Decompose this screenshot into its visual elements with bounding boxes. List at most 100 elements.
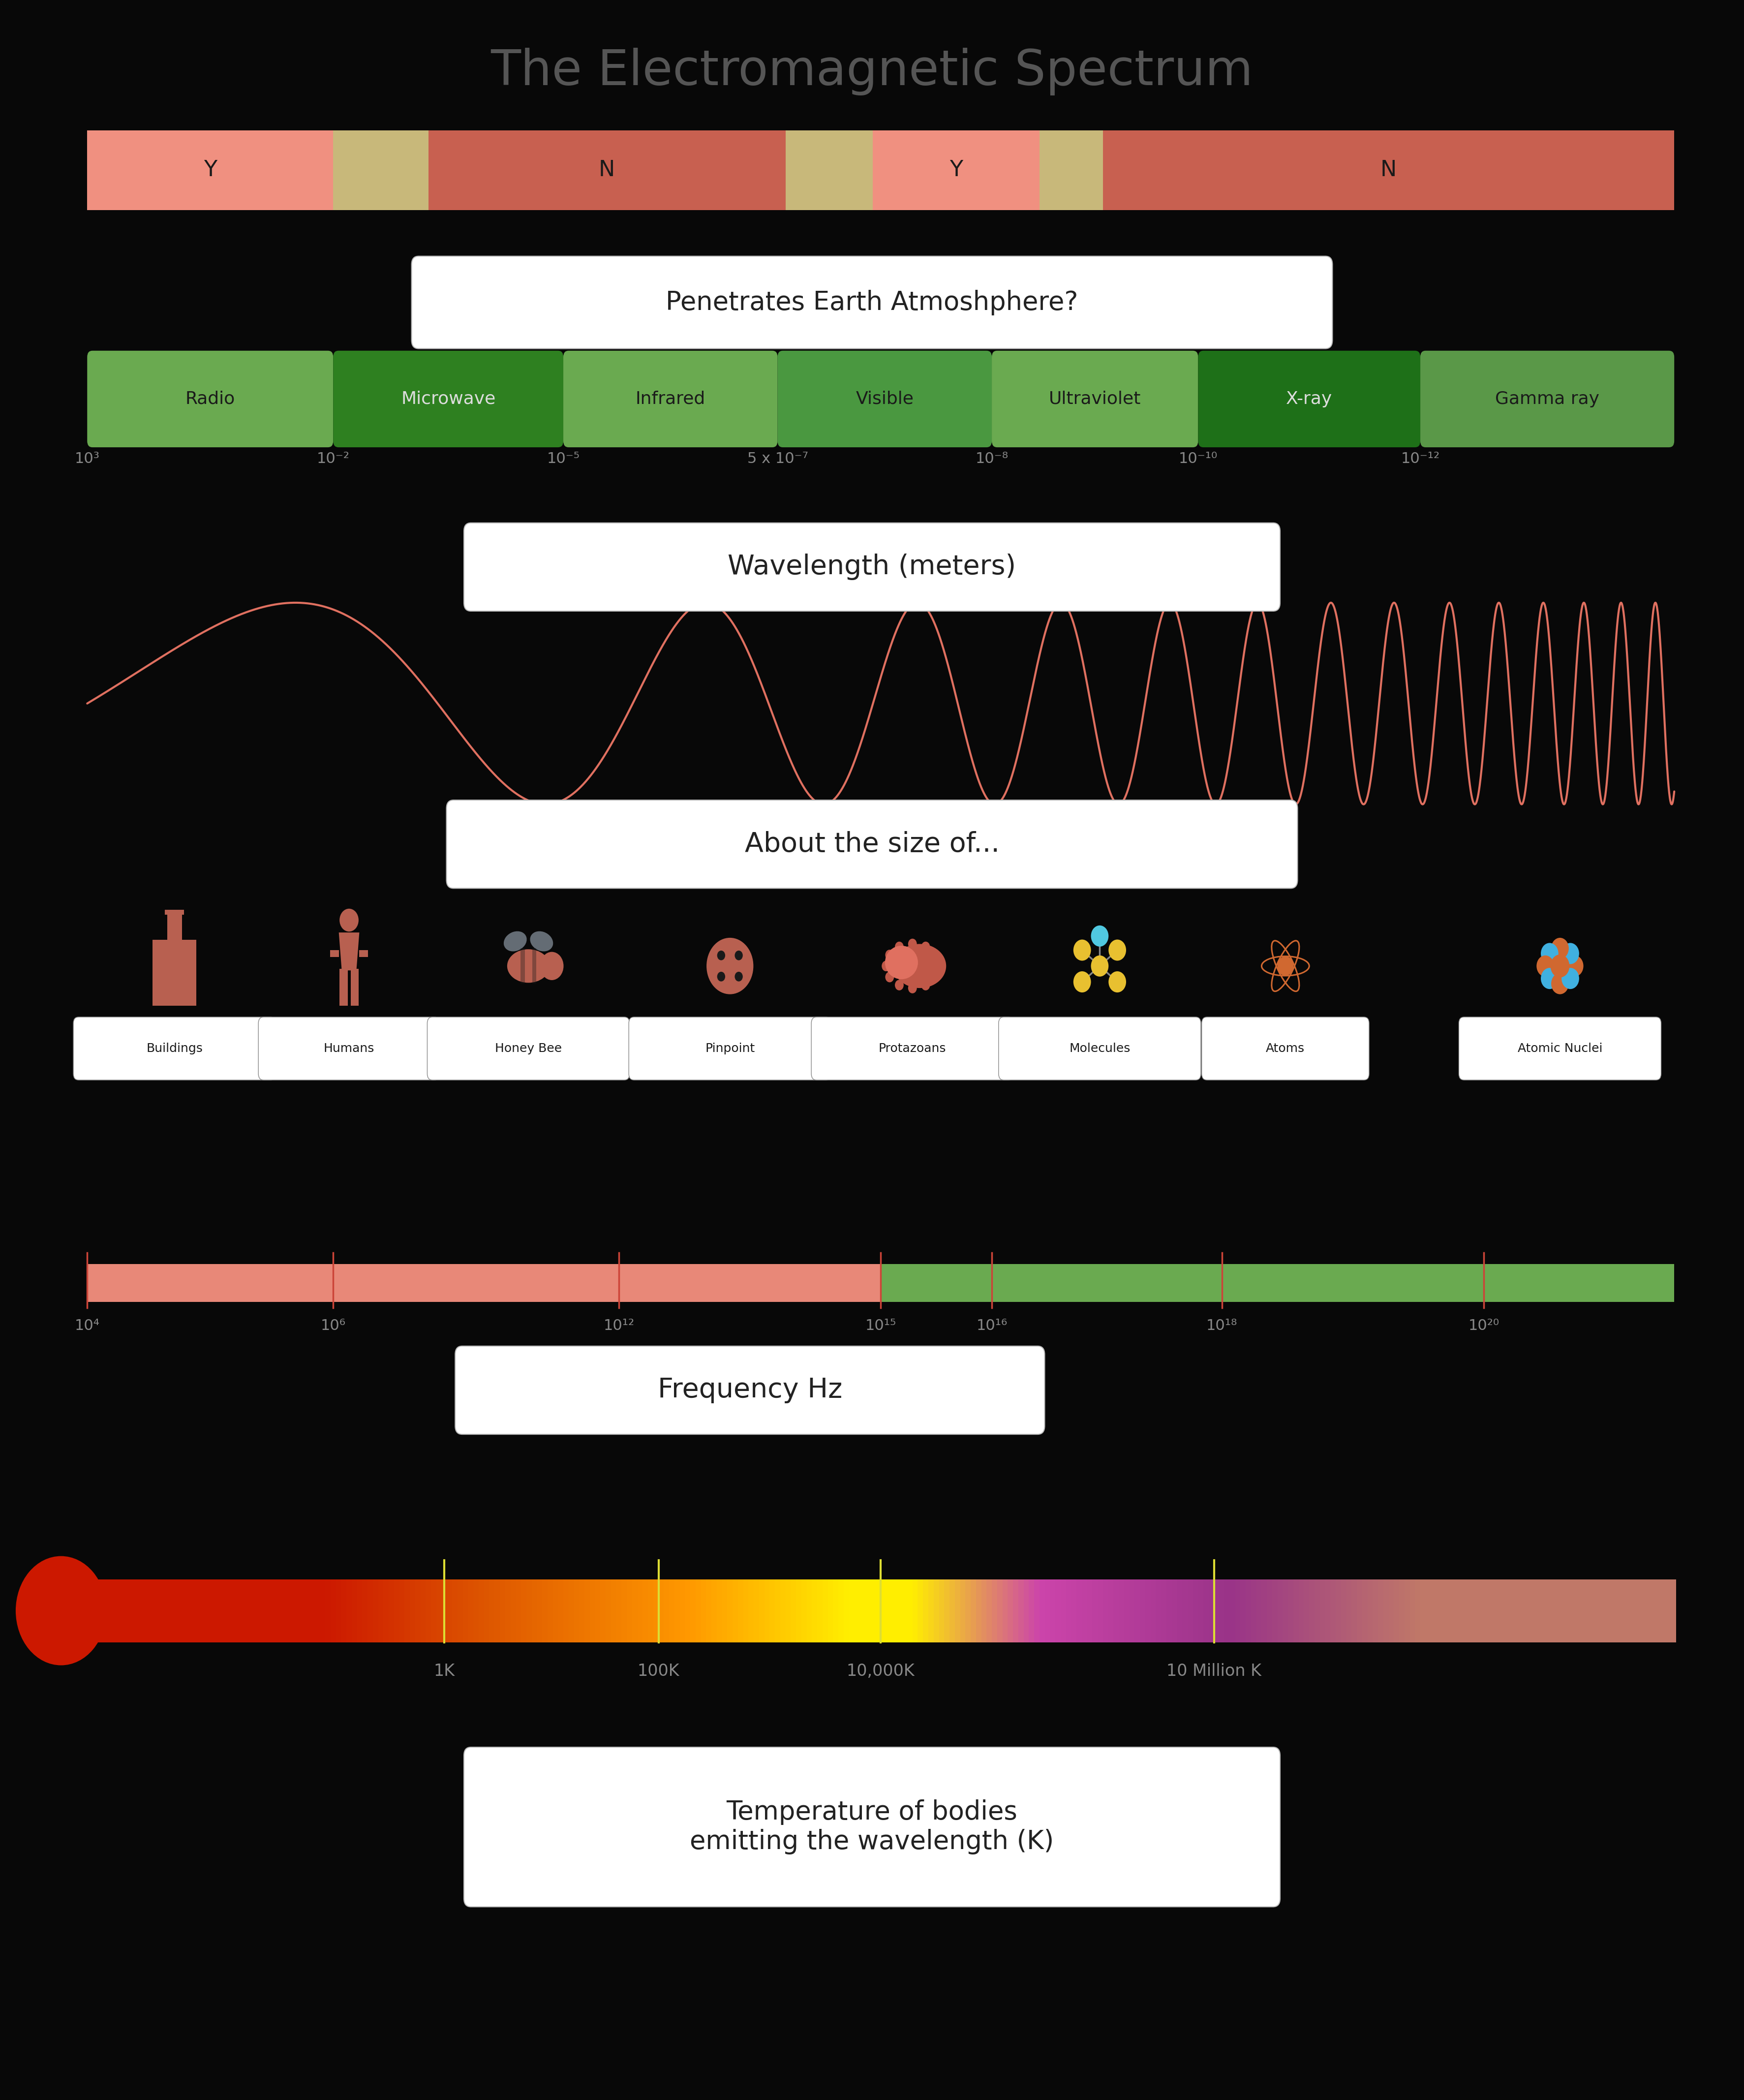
Bar <box>1430 1579 1439 1642</box>
Bar <box>319 1579 328 1642</box>
Bar <box>1594 1579 1603 1642</box>
Bar <box>717 1579 724 1642</box>
Bar <box>795 1579 804 1642</box>
Bar <box>998 1579 1005 1642</box>
Bar <box>680 1579 687 1642</box>
Bar <box>405 1579 412 1642</box>
Bar <box>246 1579 253 1642</box>
Bar <box>1250 1579 1257 1642</box>
Bar <box>870 1579 877 1642</box>
Circle shape <box>734 972 743 981</box>
Bar <box>626 1579 633 1642</box>
Bar <box>907 1579 914 1642</box>
Bar <box>225 1579 232 1642</box>
Bar <box>855 1579 862 1642</box>
Bar <box>790 1579 797 1642</box>
FancyBboxPatch shape <box>1420 351 1674 447</box>
Bar <box>429 130 785 210</box>
Bar <box>644 1579 651 1642</box>
FancyBboxPatch shape <box>412 256 1332 349</box>
Bar <box>378 1579 385 1642</box>
Circle shape <box>1561 943 1578 964</box>
Bar <box>595 1579 602 1642</box>
Ellipse shape <box>884 945 917 979</box>
Bar <box>1648 1579 1655 1642</box>
Bar <box>971 1579 978 1642</box>
Bar <box>839 1579 846 1642</box>
Circle shape <box>882 960 891 972</box>
Text: Microwave: Microwave <box>401 391 495 407</box>
Bar <box>589 1579 596 1642</box>
Bar <box>1373 1579 1380 1642</box>
Bar <box>1235 1579 1242 1642</box>
Circle shape <box>921 981 930 991</box>
Bar <box>178 1579 185 1642</box>
Bar <box>875 1579 882 1642</box>
Text: 10¹⁵: 10¹⁵ <box>865 1319 896 1334</box>
Bar <box>373 1579 380 1642</box>
Circle shape <box>921 941 930 951</box>
Bar <box>706 1579 713 1642</box>
Bar <box>389 1579 396 1642</box>
Bar <box>1584 1579 1591 1642</box>
Bar <box>670 1579 677 1642</box>
Bar <box>881 1579 888 1642</box>
Bar <box>701 1579 708 1642</box>
Bar <box>108 1579 115 1642</box>
Bar <box>849 1579 856 1642</box>
Text: 10⁴: 10⁴ <box>75 1319 99 1334</box>
Text: Y: Y <box>949 160 963 181</box>
Bar <box>256 1579 263 1642</box>
Bar <box>358 1579 364 1642</box>
Bar <box>340 968 347 1006</box>
FancyBboxPatch shape <box>1198 351 1420 447</box>
Text: 10⁻¹⁰: 10⁻¹⁰ <box>1179 452 1217 466</box>
Bar <box>569 1579 576 1642</box>
Bar <box>1102 1579 1109 1642</box>
Text: Visible: Visible <box>856 391 914 407</box>
Bar <box>1182 1579 1189 1642</box>
Circle shape <box>895 941 903 951</box>
Bar <box>1468 1579 1475 1642</box>
Bar <box>1172 1579 1179 1642</box>
FancyBboxPatch shape <box>1458 1016 1660 1079</box>
Text: Molecules: Molecules <box>1069 1042 1130 1054</box>
Bar <box>167 1579 174 1642</box>
Bar <box>467 1579 474 1642</box>
Bar <box>87 1264 881 1302</box>
FancyBboxPatch shape <box>999 1016 1202 1079</box>
Bar <box>119 1579 126 1642</box>
Bar <box>267 1579 274 1642</box>
Bar <box>1664 1579 1671 1642</box>
Text: N: N <box>598 160 616 181</box>
Bar <box>521 1579 528 1642</box>
Bar <box>1463 1579 1470 1642</box>
Bar <box>1198 1579 1205 1642</box>
FancyBboxPatch shape <box>427 1016 630 1079</box>
Text: Buildings: Buildings <box>146 1042 202 1054</box>
Bar <box>1209 1579 1216 1642</box>
FancyBboxPatch shape <box>258 1016 439 1079</box>
Text: Pinpoint: Pinpoint <box>705 1042 755 1054</box>
Bar <box>732 1579 739 1642</box>
FancyBboxPatch shape <box>563 351 778 447</box>
Bar <box>298 1579 305 1642</box>
Bar <box>1526 1579 1533 1642</box>
Bar <box>1521 1579 1528 1642</box>
Circle shape <box>1550 939 1570 960</box>
Circle shape <box>1561 968 1578 989</box>
Text: 10¹⁸: 10¹⁸ <box>1207 1319 1238 1334</box>
Bar <box>961 1579 968 1642</box>
Circle shape <box>1073 939 1092 960</box>
Bar <box>1113 1579 1120 1642</box>
Bar <box>1632 1579 1639 1642</box>
Bar <box>1378 1579 1385 1642</box>
Circle shape <box>1277 956 1294 977</box>
Bar <box>738 1579 745 1642</box>
Bar <box>431 1579 438 1642</box>
Circle shape <box>16 1556 106 1665</box>
Bar <box>1336 1579 1343 1642</box>
Bar <box>1261 1579 1268 1642</box>
Bar <box>685 1579 692 1642</box>
Bar <box>659 1579 666 1642</box>
